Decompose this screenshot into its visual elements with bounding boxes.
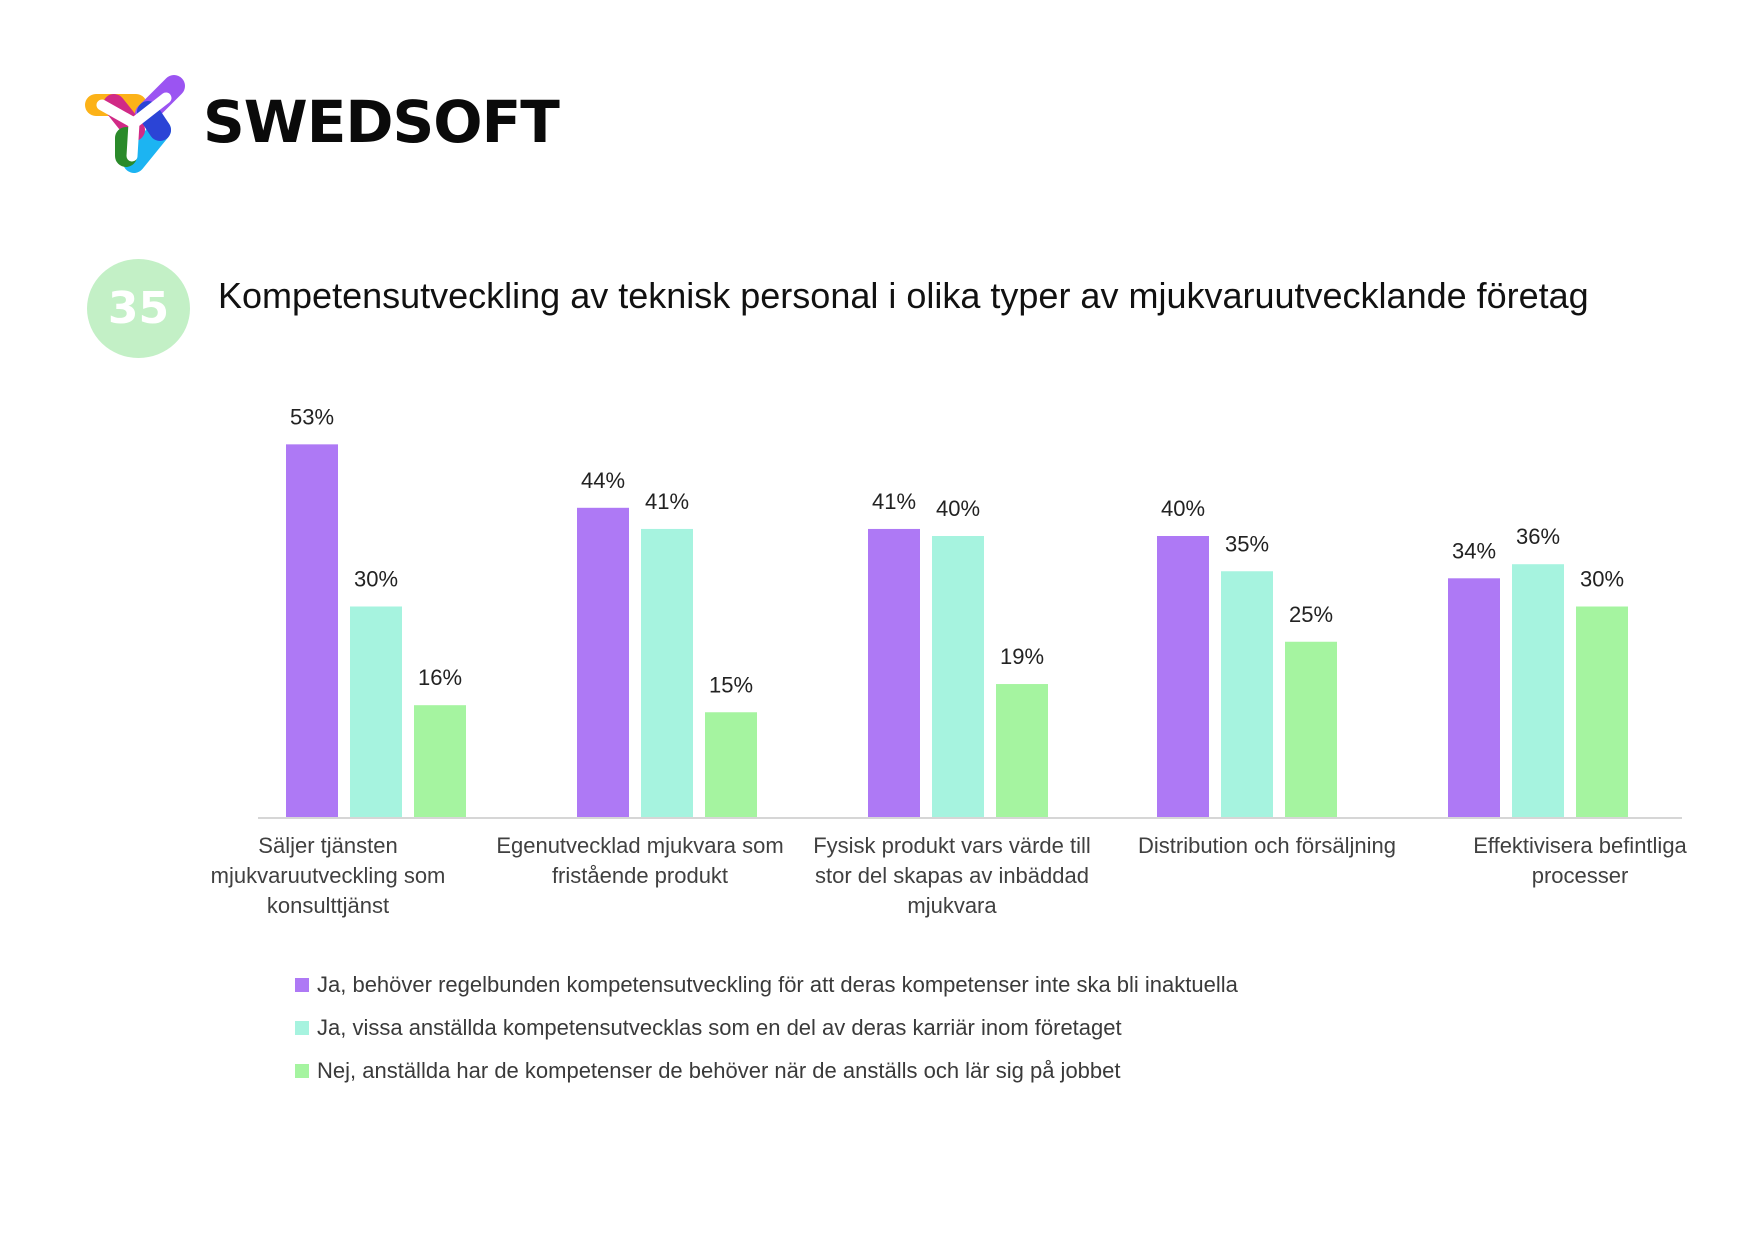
legend-swatch-2 [295,1020,309,1035]
value-label-s1-c5: 34% [1452,538,1496,563]
value-label-s3-c5: 30% [1580,567,1624,592]
swedsoft-logo-icon [85,75,185,173]
value-label-s3-c1: 16% [418,665,462,690]
value-label-s3-c2: 15% [709,672,753,697]
category-label-3-line-1: Fysisk produkt vars värde till [813,833,1091,858]
bar-s1-c5 [1448,578,1500,818]
category-label-3-line-2: stor del skapas av inbäddad [815,863,1089,888]
bar-s3-c1 [414,705,466,818]
category-label-5-line-1: Effektivisera befintliga [1473,833,1687,858]
value-label-s2-c3: 40% [936,496,980,521]
category-label-1-line-2: mjukvaruutveckling som [211,863,446,888]
bar-s1-c4 [1157,536,1209,818]
value-label-s3-c4: 25% [1289,602,1333,627]
value-label-s2-c2: 41% [645,489,689,514]
bar-s1-c2 [577,507,629,818]
brand-name: SWEDSOFT [203,88,560,156]
bar-s2-c1 [350,606,402,818]
category-label-3-line-3: mjukvara [907,893,997,918]
value-label-s2-c5: 36% [1516,524,1560,549]
bars-layer [286,444,1628,818]
legend-swatch-3 [295,1063,309,1078]
legend-label-3: Nej, anställda har de kompetenser de beh… [317,1057,1121,1083]
category-label-5-line-2: processer [1532,863,1629,888]
category-label-1-line-1: Säljer tjänsten [258,833,397,858]
bar-s1-c1 [286,444,338,818]
category-labels-layer: Säljer tjänsten mjukvaruutveckling som kon… [211,833,1688,918]
bar-s2-c4 [1221,571,1273,818]
legend-item-3: Nej, anställda har de kompetenser de beh… [295,1049,1238,1092]
bar-s3-c3 [996,684,1048,818]
legend-swatch-1 [295,977,309,992]
bar-s3-c4 [1285,641,1337,818]
bar-s1-c3 [868,528,920,818]
bar-s3-c5 [1576,606,1628,818]
slide-number-badge: 35 [87,259,190,358]
value-label-s1-c2: 44% [581,468,625,493]
chart-title: Kompetensutveckling av teknisk personal … [218,275,1589,316]
value-labels-layer: 53% 44% 41% 40% 34% 30% 41% 40% 35% 36% 16% 15% 19% 2… [290,404,1624,697]
category-label-2-line-1: Egenutvecklad mjukvara som [496,833,783,858]
legend-item-2: Ja, vissa anställda kompetensutvecklas s… [295,1006,1238,1049]
slide-number: 35 [107,283,170,334]
bar-s3-c2 [705,712,757,818]
legend-label-1: Ja, behöver regelbunden kompetensutveckl… [317,971,1238,997]
bar-s2-c2 [641,528,693,818]
legend-item-1: Ja, behöver regelbunden kompetensutveckl… [295,963,1238,1006]
value-label-s1-c1: 53% [290,404,334,429]
category-label-1-line-3: konsulttjänst [267,893,389,918]
bar-s2-c3 [932,536,984,818]
value-label-s1-c3: 41% [872,489,916,514]
value-label-s3-c3: 19% [1000,644,1044,669]
legend-label-2: Ja, vissa anställda kompetensutvecklas s… [317,1014,1122,1040]
value-label-s2-c4: 35% [1225,531,1269,556]
category-label-4-line-1: Distribution och försäljning [1138,833,1396,858]
chart-legend: Ja, behöver regelbunden kompetensutveckl… [295,963,1238,1092]
value-label-s2-c1: 30% [354,567,398,592]
value-label-s1-c4: 40% [1161,496,1205,521]
bar-s2-c5 [1512,564,1564,818]
category-label-2-line-2: fristående produkt [552,863,728,888]
